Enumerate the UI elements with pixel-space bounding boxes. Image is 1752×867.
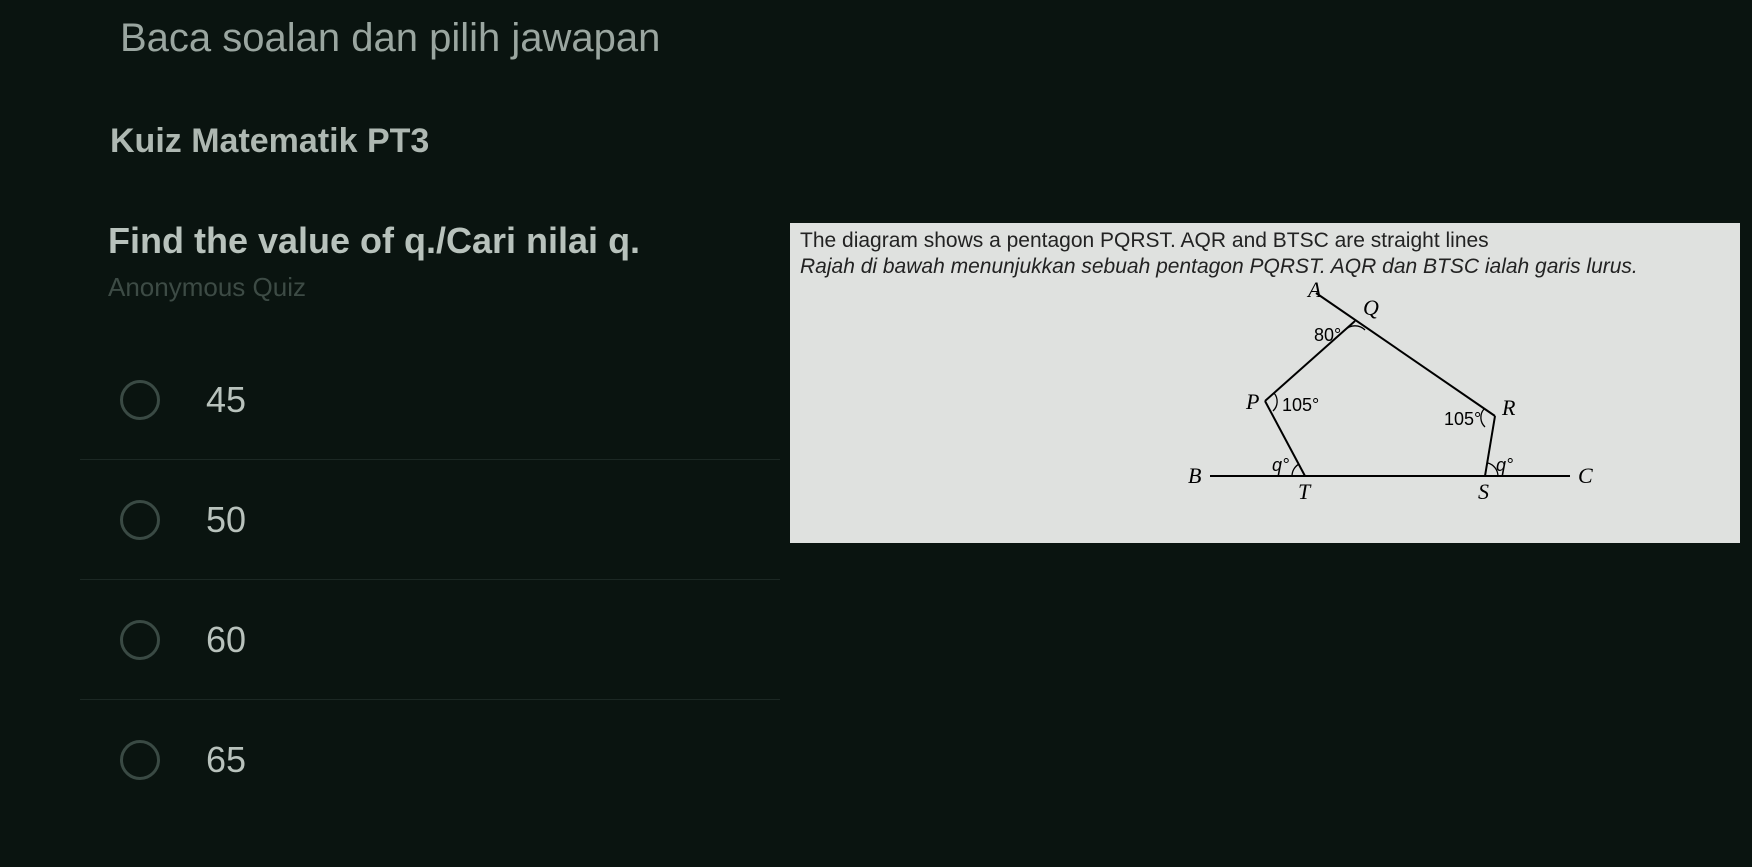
label-q: Q [1363,295,1379,320]
option-45[interactable]: 45 [80,340,780,460]
question-text: Find the value of q./Cari nilai q. [108,220,640,262]
label-p: P [1245,389,1259,414]
radio-icon [120,500,160,540]
label-c: C [1578,463,1593,488]
option-50[interactable]: 50 [80,460,780,580]
instruction-text: Baca soalan dan pilih jawapan [120,16,660,61]
edge-qp [1265,321,1355,401]
angle-r: 105° [1444,409,1481,429]
line-aqr [1316,293,1495,416]
diagram-caption-en: The diagram shows a pentagon PQRST. AQR … [800,229,1489,253]
label-b: B [1188,463,1201,488]
angle-q: 80° [1314,325,1341,345]
diagram-panel: The diagram shows a pentagon PQRST. AQR … [790,223,1740,543]
pentagon-diagram: A Q P R T S B C 80° 105° 105° q° q° [1090,281,1690,521]
arc-p [1273,393,1277,411]
angle-t: q° [1272,455,1289,475]
option-label: 65 [206,739,246,781]
option-label: 45 [206,379,246,421]
label-t: T [1298,479,1312,504]
angle-p: 105° [1282,395,1319,415]
radio-icon [120,740,160,780]
label-a: A [1306,281,1322,302]
radio-icon [120,620,160,660]
quiz-page: Baca soalan dan pilih jawapan Kuiz Matem… [0,0,1752,867]
option-65[interactable]: 65 [80,700,780,820]
arc-t [1292,464,1299,476]
quiz-subtitle: Anonymous Quiz [108,272,306,303]
diagram-caption-ms: Rajah di bawah menunjukkan sebuah pentag… [800,255,1638,279]
options-list: 45 50 60 65 [80,340,780,820]
angle-s: q° [1496,455,1513,475]
radio-icon [120,380,160,420]
option-label: 60 [206,619,246,661]
label-r: R [1501,395,1516,420]
arc-r [1481,409,1485,427]
label-s: S [1478,479,1489,504]
option-60[interactable]: 60 [80,580,780,700]
quiz-title: Kuiz Matematik PT3 [110,122,429,161]
option-label: 50 [206,499,246,541]
